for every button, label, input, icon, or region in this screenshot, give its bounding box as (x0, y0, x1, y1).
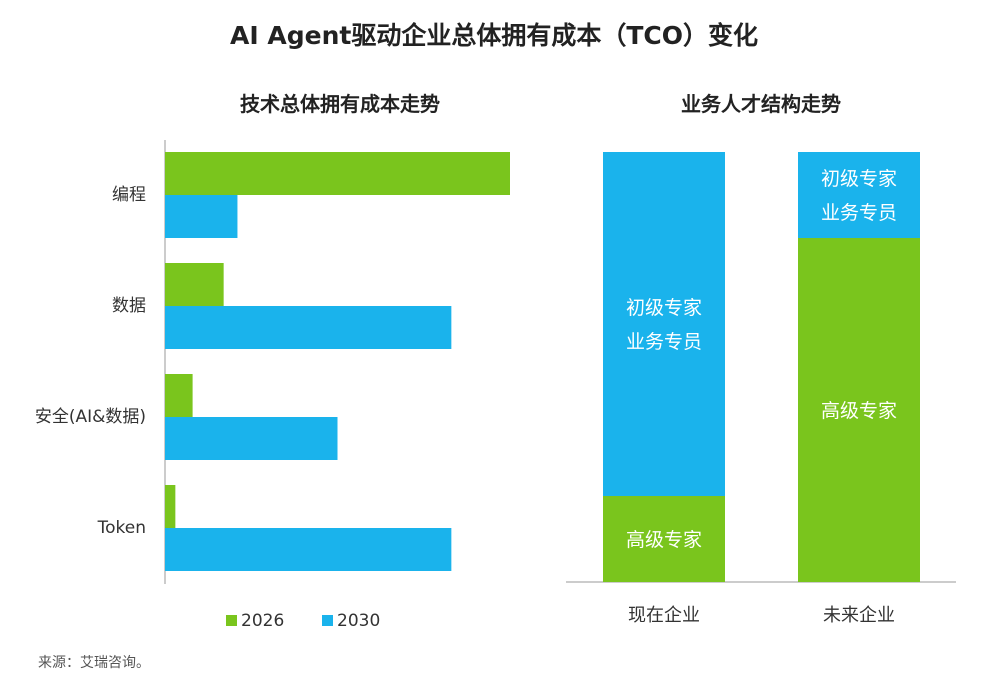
stacked-segment-1 (603, 152, 725, 496)
stacked-segment-0 (798, 238, 920, 582)
bar-2030-3 (165, 528, 452, 571)
legend-swatch-2030 (322, 615, 333, 626)
segment-label: 初级专家 (626, 297, 702, 319)
category-label: Token (97, 518, 146, 538)
bar-2026-3 (165, 485, 176, 528)
column-category-label: 未来企业 (823, 605, 895, 626)
category-label: 编程 (112, 185, 146, 205)
segment-label: 高级专家 (821, 400, 897, 422)
category-label: 数据 (112, 296, 146, 316)
source-note: 来源：艾瑞咨询。 (38, 655, 150, 671)
bar-2030-1 (165, 306, 452, 349)
stacked-segment-1 (798, 152, 920, 238)
bar-2026-0 (165, 152, 510, 195)
bar-2026-1 (165, 263, 224, 306)
segment-label: 业务专员 (626, 331, 702, 353)
legend-label-2026: 2026 (241, 611, 284, 631)
bar-2026-2 (165, 374, 193, 417)
chart-main-title: AI Agent驱动企业总体拥有成本（TCO）变化 (230, 21, 758, 50)
category-label: 安全(AI&数据) (35, 407, 146, 427)
bar-2030-0 (165, 195, 238, 238)
segment-label: 高级专家 (626, 529, 702, 551)
column-category-label: 现在企业 (628, 605, 700, 626)
segment-label: 初级专家 (821, 168, 897, 190)
right-chart-title: 业务人才结构走势 (681, 92, 841, 116)
left-chart-title: 技术总体拥有成本走势 (240, 92, 440, 116)
segment-label: 业务专员 (821, 202, 897, 224)
legend-label-2030: 2030 (337, 611, 380, 631)
bar-2030-2 (165, 417, 338, 460)
legend-swatch-2026 (226, 615, 237, 626)
stacked-segment-0 (603, 496, 725, 582)
